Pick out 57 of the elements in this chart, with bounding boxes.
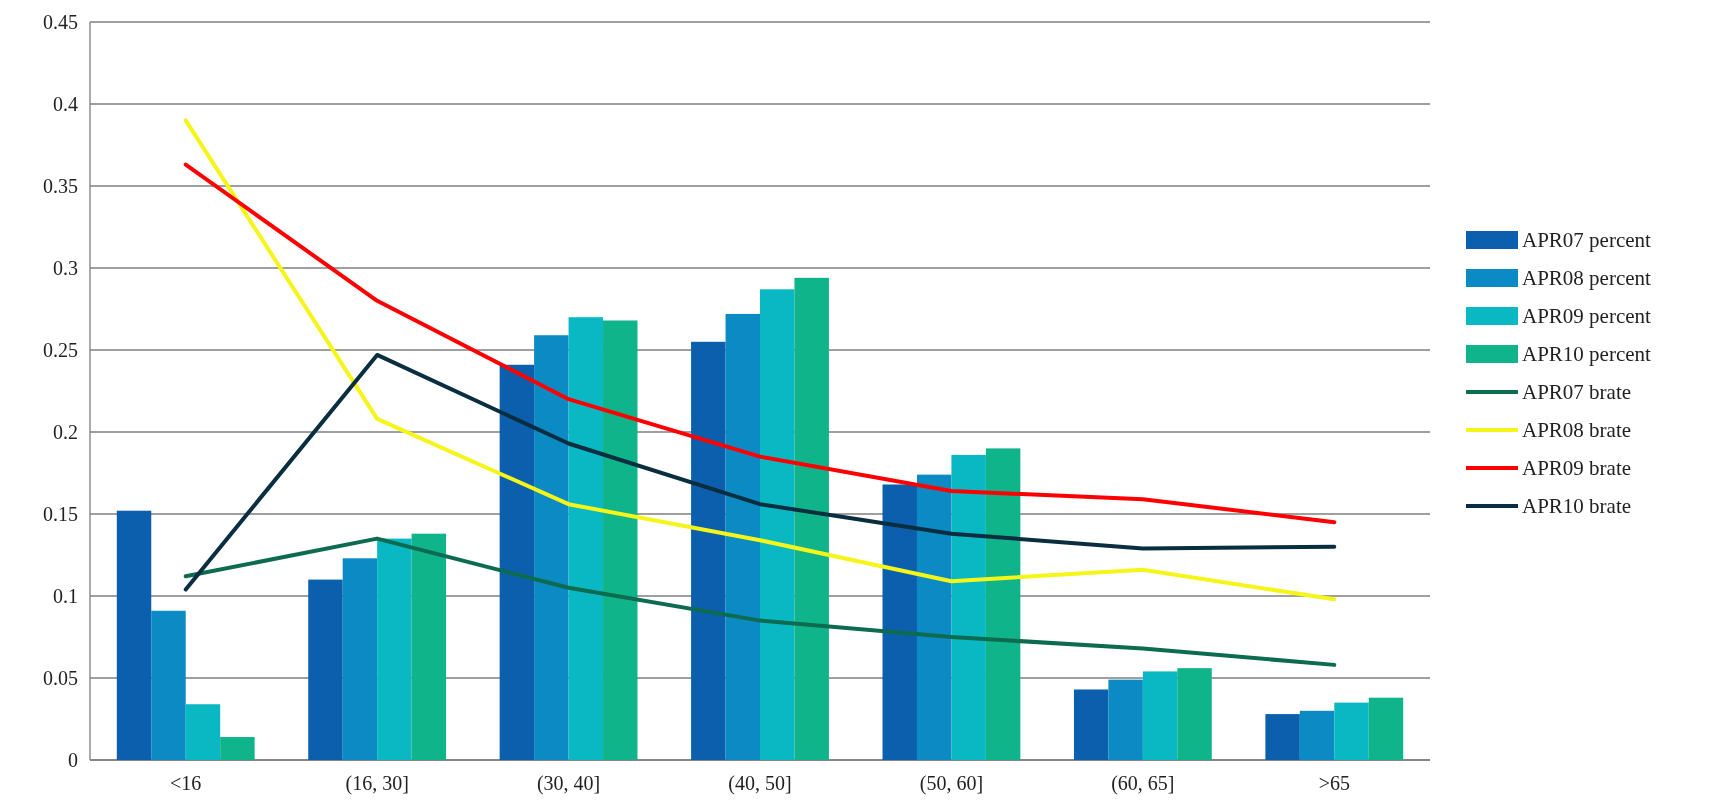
x-tick-label: (60, 65] bbox=[1111, 772, 1175, 795]
bar bbox=[377, 538, 412, 760]
legend-label: APR07 percent bbox=[1522, 228, 1652, 253]
bar bbox=[568, 317, 604, 760]
y-tick-label: 0.2 bbox=[53, 421, 78, 443]
x-tick-label: >65 bbox=[1318, 772, 1350, 794]
bar bbox=[151, 610, 186, 760]
y-tick-label: 0.15 bbox=[43, 503, 78, 525]
bar bbox=[691, 341, 726, 760]
bar bbox=[342, 558, 378, 760]
bar bbox=[794, 277, 829, 760]
bar bbox=[1177, 668, 1212, 760]
x-tick-label: (30, 40] bbox=[536, 772, 601, 795]
bar bbox=[1368, 697, 1404, 760]
bar bbox=[185, 704, 221, 760]
line-series bbox=[183, 352, 1337, 592]
y-tick-label: 0.45 bbox=[43, 11, 78, 33]
bar bbox=[411, 533, 447, 760]
bar bbox=[499, 364, 535, 760]
line-series bbox=[183, 536, 1337, 667]
bar bbox=[916, 474, 952, 760]
bar bbox=[534, 335, 569, 760]
y-tick-label: 0.3 bbox=[53, 257, 78, 279]
bar bbox=[1265, 714, 1300, 760]
x-tick-label: (16, 30] bbox=[345, 772, 409, 795]
y-tick-label: 0.4 bbox=[53, 93, 78, 115]
y-tick-label: 0.25 bbox=[43, 339, 78, 361]
line-series bbox=[183, 118, 1337, 602]
x-tick-label: (50, 60] bbox=[919, 772, 984, 795]
x-tick-label: <16 bbox=[170, 772, 202, 794]
legend-label: APR08 brate bbox=[1522, 418, 1632, 443]
legend-label: APR10 brate bbox=[1522, 494, 1632, 519]
bar bbox=[116, 510, 152, 760]
bar bbox=[760, 289, 795, 760]
bar bbox=[882, 484, 917, 760]
y-tick-label: 0 bbox=[68, 749, 78, 771]
bar bbox=[951, 454, 986, 760]
bar bbox=[1334, 702, 1369, 760]
bar bbox=[308, 579, 343, 760]
legend-label: APR07 brate bbox=[1522, 380, 1632, 405]
legend-label: APR09 percent bbox=[1522, 304, 1652, 329]
legend-label: APR10 percent bbox=[1522, 342, 1652, 367]
legend-label: APR08 percent bbox=[1522, 266, 1652, 291]
bar bbox=[985, 448, 1021, 760]
bar bbox=[1299, 710, 1335, 760]
y-tick-label: 0.05 bbox=[43, 667, 78, 689]
x-tick-label: (40, 50] bbox=[728, 772, 792, 795]
legend-label: APR09 brate bbox=[1522, 456, 1632, 481]
bar bbox=[1108, 679, 1143, 760]
bar bbox=[1142, 671, 1178, 760]
bar bbox=[220, 737, 255, 760]
bar bbox=[725, 313, 760, 760]
bar bbox=[1073, 689, 1109, 760]
line-series bbox=[183, 162, 1337, 525]
y-tick-label: 0.35 bbox=[43, 175, 78, 197]
y-tick-label: 0.1 bbox=[53, 585, 78, 607]
bar bbox=[603, 320, 638, 760]
